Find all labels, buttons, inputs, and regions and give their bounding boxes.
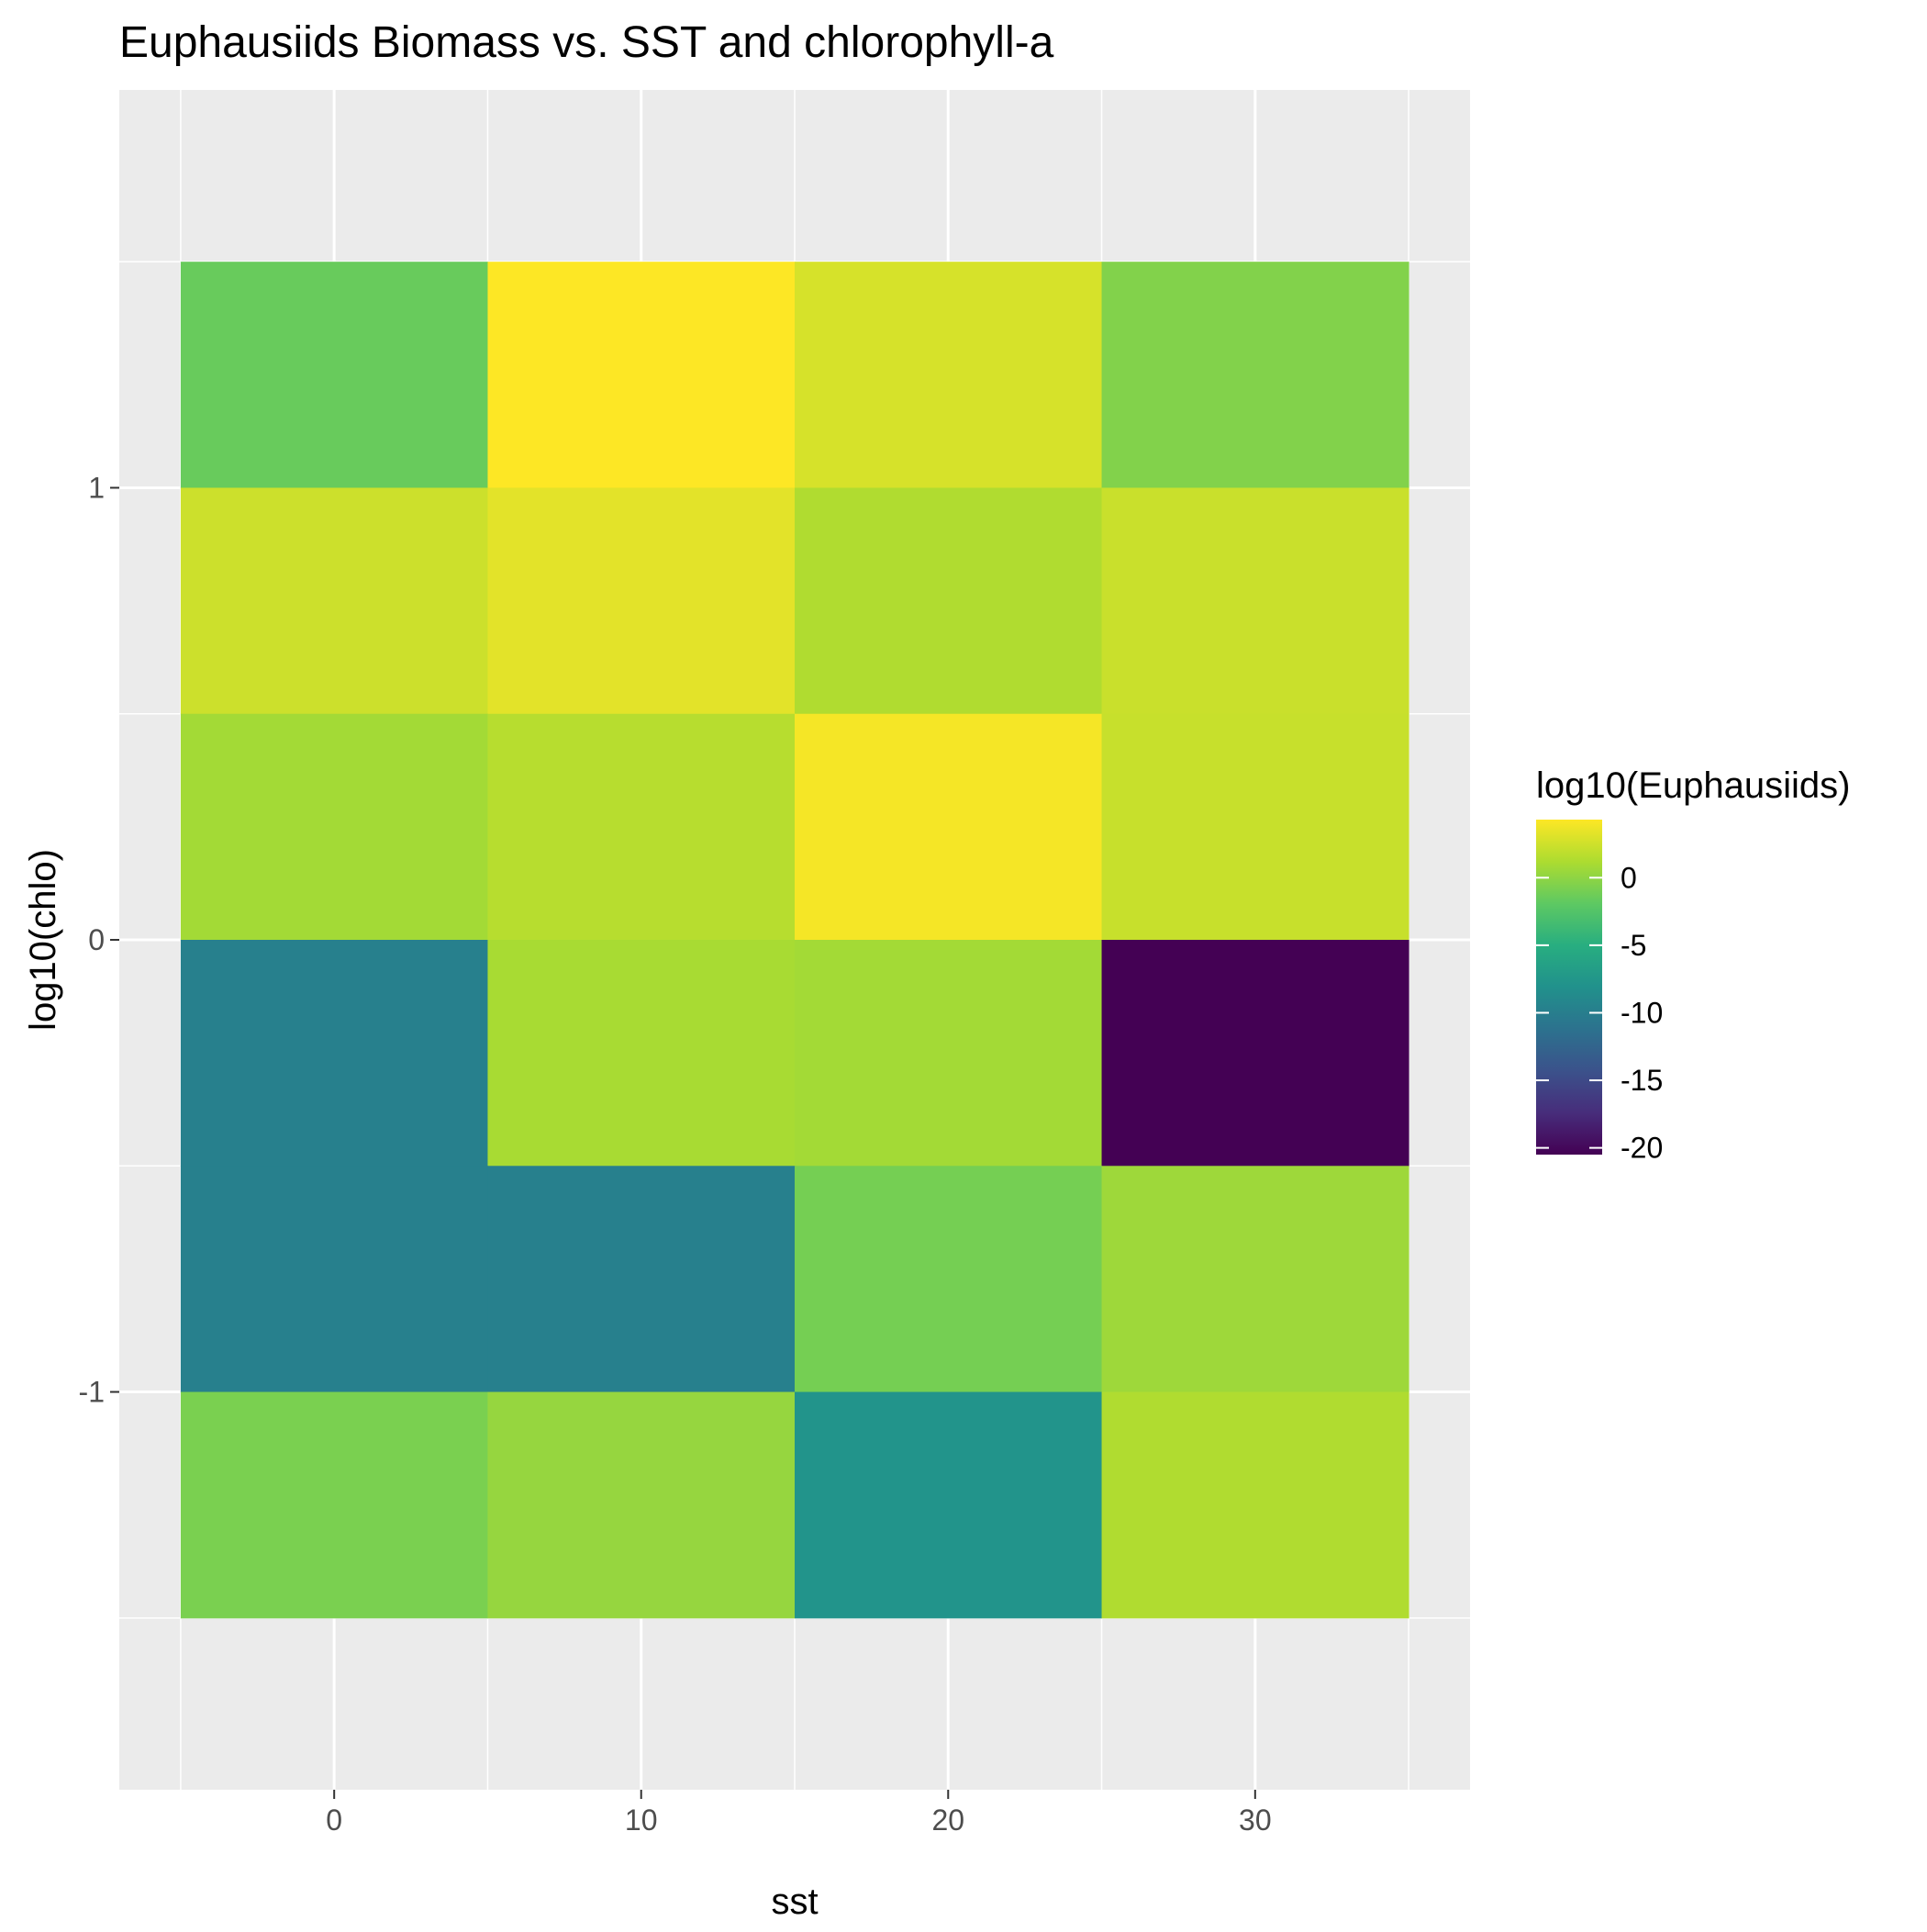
heatmap-tile — [1101, 940, 1409, 1167]
heatmap-tile — [795, 940, 1103, 1167]
heatmap-tile — [487, 713, 796, 941]
heatmap-tile — [487, 1166, 796, 1393]
heatmap-tile — [1101, 713, 1409, 941]
legend-ticks: 0 -5 -10 -15 -20 — [1536, 861, 1663, 1165]
heatmap-tile — [180, 487, 488, 715]
chart-title: Euphausiids Biomass vs. SST and chloroph… — [119, 18, 1054, 67]
heatmap-tile — [487, 262, 796, 488]
x-tick-label: 30 — [1239, 1804, 1272, 1837]
heatmap-tile — [180, 940, 488, 1167]
legend-label: -10 — [1621, 996, 1663, 1029]
legend: log10(Euphausiids) 0 -5 -10 -15 -20 — [1536, 765, 1850, 1165]
heatmap-tiles — [180, 262, 1409, 1619]
heatmap-tile — [795, 1166, 1103, 1393]
heatmap-tile — [1101, 1166, 1409, 1393]
y-tick-label: 1 — [88, 471, 105, 504]
legend-colorbar — [1536, 820, 1602, 1155]
legend-label: 0 — [1621, 861, 1637, 894]
heatmap-tile — [1101, 487, 1409, 715]
heatmap-tile — [795, 1391, 1103, 1619]
x-axis: 0 10 20 30 — [326, 1790, 1272, 1837]
y-axis: 1 0 -1 — [79, 471, 119, 1409]
y-tick-label: 0 — [88, 923, 105, 956]
heatmap-tile — [1101, 262, 1409, 488]
y-axis-title: log10(chlo) — [23, 849, 63, 1031]
heatmap-tile — [487, 940, 796, 1167]
x-tick-label: 0 — [326, 1804, 342, 1837]
legend-label: -5 — [1621, 929, 1646, 962]
legend-label: -20 — [1621, 1132, 1663, 1165]
x-axis-title: sst — [771, 1882, 818, 1922]
heatmap-tile — [795, 713, 1103, 941]
legend-label: -15 — [1621, 1064, 1663, 1097]
y-tick-label: -1 — [79, 1376, 105, 1409]
heatmap-tile — [487, 487, 796, 715]
heatmap-tile — [795, 487, 1103, 715]
heatmap-tile — [180, 713, 488, 941]
heatmap-tile — [1101, 1391, 1409, 1619]
heatmap-tile — [795, 262, 1103, 488]
x-tick-label: 10 — [625, 1804, 658, 1837]
legend-title: log10(Euphausiids) — [1536, 765, 1850, 806]
heatmap-tile — [180, 1391, 488, 1619]
heatmap-tile — [487, 1391, 796, 1619]
heatmap-tile — [180, 1166, 488, 1393]
heatmap-tile — [180, 262, 488, 488]
x-tick-label: 20 — [931, 1804, 964, 1837]
